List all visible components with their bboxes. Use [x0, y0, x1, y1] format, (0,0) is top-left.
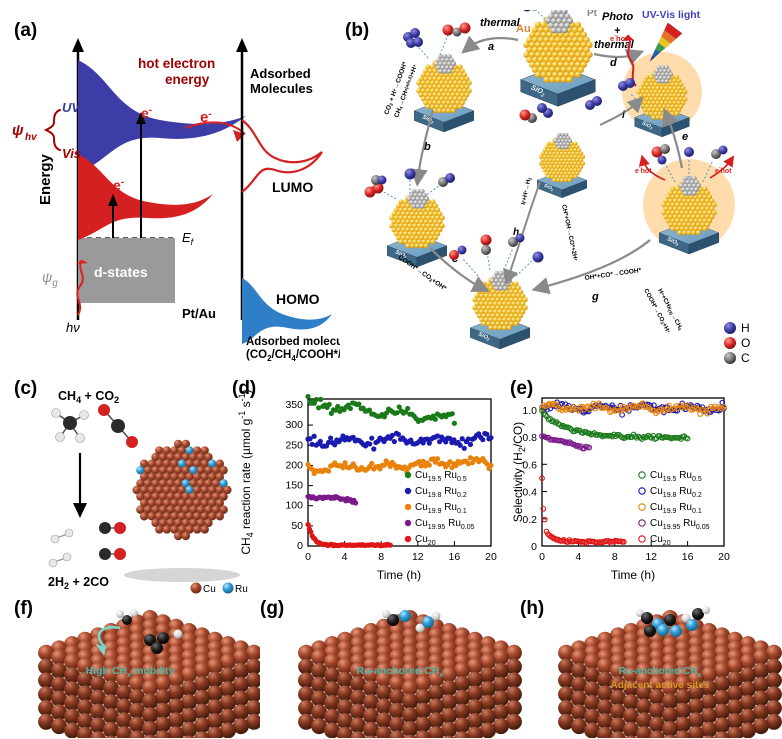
svg-text:16: 16 — [682, 551, 694, 563]
svg-text:i: i — [622, 110, 625, 121]
svg-text:0: 0 — [297, 540, 303, 552]
svg-text:Cu19.5 Ru0.5: Cu19.5 Ru0.5 — [415, 470, 467, 483]
svg-text:50: 50 — [291, 520, 303, 532]
svg-text:Molecules: Molecules — [250, 81, 313, 96]
svg-text:UV: UV — [62, 100, 81, 115]
svg-text:Adjacent active sites: Adjacent active sites — [611, 680, 710, 691]
svg-text:e-hot: e-hot — [635, 165, 652, 175]
svg-text:Time (h): Time (h) — [611, 568, 655, 582]
svg-text:Energy: Energy — [37, 153, 54, 205]
svg-text:hot electron: hot electron — [138, 56, 215, 71]
svg-text:Pt: Pt — [587, 10, 598, 19]
svg-text:Ir+H+→H2: Ir+H+→H2 — [520, 176, 533, 205]
svg-text:12: 12 — [645, 551, 657, 563]
svg-text:Ru-anchored CHx: Ru-anchored CHx — [356, 665, 444, 679]
svg-text:CH4 reaction rate (µmol g-1 s-: CH4 reaction rate (µmol g-1 s-1) — [237, 389, 255, 554]
svg-text:20: 20 — [718, 551, 730, 563]
svg-text:0: 0 — [539, 551, 545, 563]
svg-text:100: 100 — [285, 500, 303, 512]
svg-text:hν: hν — [66, 320, 80, 335]
svg-text:Cu: Cu — [203, 584, 216, 595]
svg-text:8: 8 — [612, 551, 618, 563]
svg-text:e-hot: e-hot — [610, 33, 628, 43]
svg-text:d-states: d-states — [94, 264, 148, 280]
svg-text:ψg: ψg — [42, 269, 58, 289]
svg-text:4: 4 — [342, 551, 348, 563]
svg-text:Cu19.8 Ru0.2: Cu19.8 Ru0.2 — [415, 486, 467, 499]
svg-text:hv: hv — [25, 132, 38, 143]
svg-text:g: g — [591, 291, 599, 303]
svg-text:Cu19.95 Ru0.05: Cu19.95 Ru0.05 — [415, 518, 475, 531]
svg-text:CH*+OH-→CO*+2H+: CH*+OH-→CO*+2H+ — [560, 204, 579, 262]
svg-text:150: 150 — [285, 480, 303, 492]
svg-text:d: d — [610, 57, 617, 69]
svg-text:Cu19.9 Ru0.1: Cu19.9 Ru0.1 — [415, 502, 467, 515]
svg-text:Cu19.5 Ru0.5: Cu19.5 Ru0.5 — [650, 470, 702, 483]
svg-text:CH4 + CO2: CH4 + CO2 — [58, 389, 119, 405]
svg-text:16: 16 — [449, 551, 461, 563]
svg-text:b: b — [424, 141, 431, 153]
svg-text:H: H — [741, 321, 750, 335]
svg-text:0: 0 — [531, 541, 537, 553]
svg-text:12: 12 — [412, 551, 424, 563]
svg-text:Cu19.8 Ru0.2: Cu19.8 Ru0.2 — [650, 486, 702, 499]
svg-text:ψ: ψ — [12, 122, 24, 139]
svg-text:Photo: Photo — [602, 11, 633, 23]
svg-text:Au: Au — [516, 23, 531, 35]
svg-text:e-: e- — [113, 177, 124, 193]
svg-text:(CO2/CH4/COOH*/CO*): (CO2/CH4/COOH*/CO*) — [246, 349, 340, 363]
svg-text:Cu19.95 Ru0.05: Cu19.95 Ru0.05 — [650, 518, 710, 531]
svg-text:Vis: Vis — [62, 146, 81, 161]
svg-text:Cu19.9 Ru0.1: Cu19.9 Ru0.1 — [650, 502, 702, 515]
svg-text:Time (h): Time (h) — [377, 568, 421, 582]
svg-text:Adsorbed molecules: Adsorbed molecules — [246, 336, 340, 348]
svg-text:350: 350 — [285, 399, 303, 411]
svg-text:250: 250 — [285, 439, 303, 451]
svg-text:C: C — [741, 351, 750, 365]
svg-text:e-hot: e-hot — [715, 165, 732, 175]
svg-text:HOMO: HOMO — [276, 291, 320, 307]
svg-text:4: 4 — [575, 551, 581, 563]
svg-text:200: 200 — [285, 459, 303, 471]
svg-text:UV-Vis light: UV-Vis light — [642, 10, 701, 21]
svg-text:a: a — [488, 41, 494, 53]
svg-text:2H2 + 2CO: 2H2 + 2CO — [48, 575, 109, 591]
svg-text:OH*+CO*→COOH*: OH*+CO*→COOH* — [584, 267, 642, 282]
svg-text:20: 20 — [485, 551, 497, 563]
svg-text:Cu20: Cu20 — [650, 534, 671, 547]
svg-text:Pt/Au: Pt/Au — [182, 306, 216, 321]
svg-text:energy: energy — [165, 72, 210, 87]
svg-text:0: 0 — [305, 551, 311, 563]
svg-text:Ef: Ef — [182, 230, 195, 247]
svg-text:Adsorbed: Adsorbed — [250, 66, 311, 81]
svg-text:e: e — [682, 131, 688, 143]
svg-text:300: 300 — [285, 419, 303, 431]
svg-text:1.0: 1.0 — [522, 405, 537, 417]
svg-text:LUMO: LUMO — [272, 179, 313, 195]
svg-text:8: 8 — [378, 551, 384, 563]
svg-text:Selectivity (H2/CO): Selectivity (H2/CO) — [511, 422, 527, 522]
svg-text:thermal: thermal — [480, 17, 521, 29]
svg-text:e-: e- — [200, 109, 212, 126]
svg-text:O: O — [741, 336, 750, 350]
